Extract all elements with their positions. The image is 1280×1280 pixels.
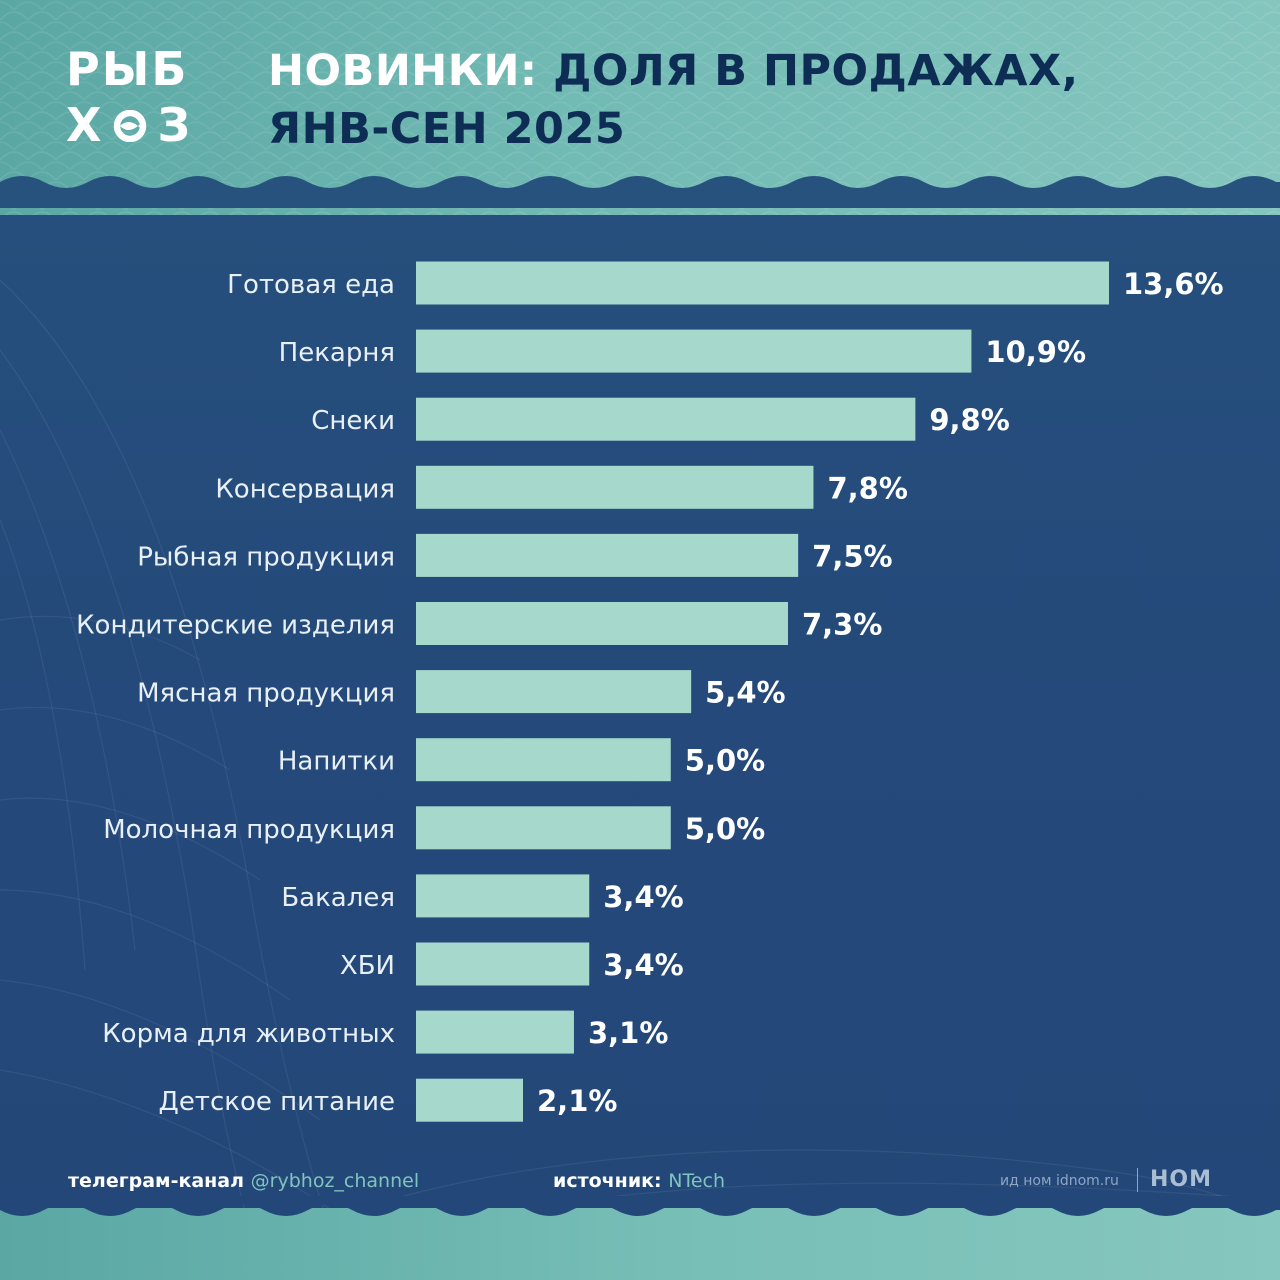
bar xyxy=(416,602,788,645)
footer-band xyxy=(0,1208,1280,1280)
value-label: 7,5% xyxy=(812,539,892,573)
telegram-label: телеграм-канал xyxy=(68,1170,251,1192)
value-label: 5,4% xyxy=(705,676,785,710)
footer: телеграм-канал @rybhoz_channel источник:… xyxy=(0,1166,1280,1196)
source-credit: источник: NTech xyxy=(553,1170,725,1192)
fish-icon xyxy=(113,110,147,142)
category-label: Консервация xyxy=(215,474,395,504)
bar xyxy=(416,738,671,782)
telegram-handle-link[interactable]: @rybhoz_channel xyxy=(250,1170,420,1192)
value-label: 7,3% xyxy=(802,608,882,642)
bar xyxy=(416,942,590,986)
value-label: 5,0% xyxy=(685,744,765,778)
value-label: 9,8% xyxy=(929,403,1009,437)
source-name: NTech xyxy=(668,1170,726,1192)
fishing-net-decoration xyxy=(0,279,1280,1230)
category-label: Снеки xyxy=(311,406,395,436)
value-label: 7,8% xyxy=(827,471,907,505)
value-label: 3,1% xyxy=(588,1016,668,1050)
category-label: Молочная продукция xyxy=(103,815,395,845)
value-label: 5,0% xyxy=(685,812,765,846)
value-label: 3,4% xyxy=(603,948,683,982)
category-label: Напитки xyxy=(278,747,395,777)
category-label: Пекарня xyxy=(279,338,395,368)
category-label: Мясная продукция xyxy=(137,679,395,709)
bar xyxy=(416,465,814,509)
logo-bottom-text: Х З xyxy=(66,98,193,152)
value-label: 3,4% xyxy=(603,880,683,914)
category-label: Рыбная продукция xyxy=(137,542,395,572)
category-label: Готовая еда xyxy=(227,270,395,300)
footer-wave-edge xyxy=(0,1196,1280,1216)
value-label: 2,1% xyxy=(537,1084,617,1118)
bar xyxy=(416,261,1109,305)
title-accent: НОВИНКИ: xyxy=(268,46,538,96)
footer-divider xyxy=(1137,1168,1138,1192)
bar xyxy=(416,329,972,373)
nom-logo: НОМ xyxy=(1150,1167,1213,1192)
logo-top-text: РЫБ xyxy=(66,42,189,96)
page-title-line-1: НОВИНКИ: ДОЛЯ В ПРОДАЖАХ, xyxy=(268,50,1079,93)
category-label: Корма для животных xyxy=(102,1019,395,1049)
page-title-line-2: ЯНВ-СЕН 2025 xyxy=(268,104,626,154)
value-label: 10,9% xyxy=(985,335,1086,369)
bar xyxy=(416,1010,574,1054)
bar xyxy=(416,397,916,441)
bar xyxy=(416,533,799,577)
source-label: источник: xyxy=(553,1170,669,1192)
idnom-credit: ид ном idnom.ru xyxy=(1000,1173,1119,1189)
bar xyxy=(416,670,692,714)
bar xyxy=(416,806,671,850)
bar xyxy=(416,1078,524,1122)
title-rest: ДОЛЯ В ПРОДАЖАХ, xyxy=(537,46,1079,96)
bar xyxy=(416,874,590,918)
category-label: Бакалея xyxy=(281,883,395,913)
category-label: Кондитерские изделия xyxy=(76,611,395,641)
category-label: ХБИ xyxy=(340,951,395,981)
value-label: 13,6% xyxy=(1123,267,1224,301)
telegram-credit: телеграм-канал @rybhoz_channel xyxy=(68,1170,419,1192)
category-label: Детское питание xyxy=(159,1087,396,1117)
header-wave-edge xyxy=(0,176,1280,208)
